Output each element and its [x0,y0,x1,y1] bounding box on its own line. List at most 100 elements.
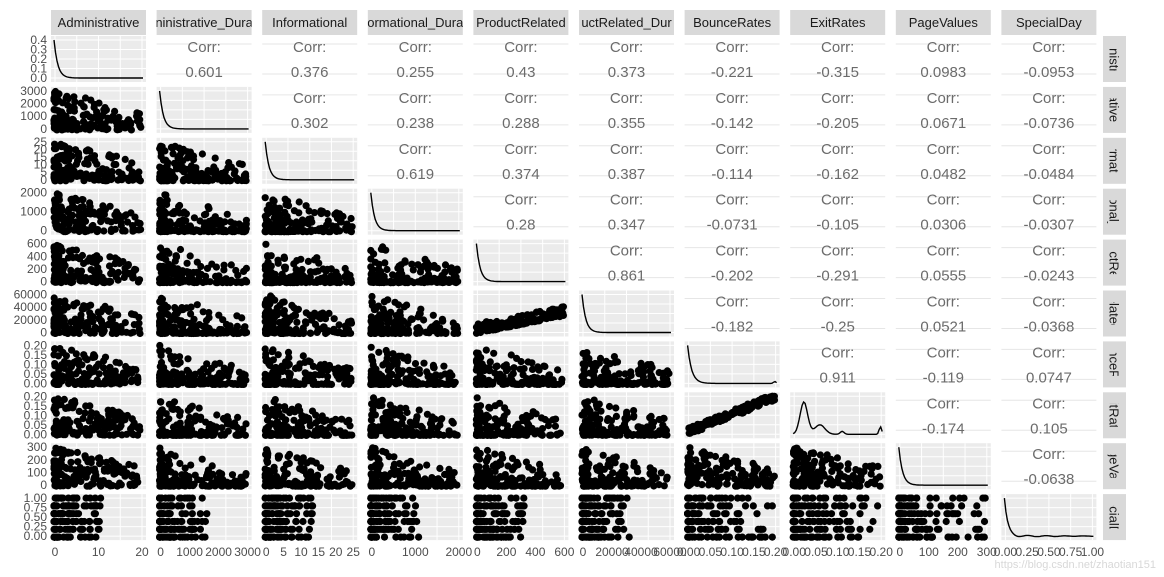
scatter-point [98,125,106,133]
corr-value: 0.387 [608,166,646,183]
scatter-point [214,372,223,380]
scatter-point [200,224,208,232]
scatter-point [476,402,485,410]
corr-heading: Corr: [821,141,854,158]
density-line [158,90,249,130]
scatter-point [420,359,428,367]
scatter-point [54,352,63,360]
scatter-point [104,217,112,225]
scatter-point [510,364,518,372]
scatter-point [476,371,484,379]
scatter-point [293,318,301,326]
scatter-point [185,222,193,230]
corr-heading: Corr: [715,39,748,56]
scatter-point [172,305,180,313]
scatter-point [290,260,298,268]
corr-value: -0.142 [711,115,754,132]
scatter-point [81,354,89,362]
scatter-point [93,160,101,168]
scatter-point [125,164,133,172]
scatter-point [187,310,195,318]
scatter-point [286,370,294,378]
scatter-point [129,431,137,439]
scatter-point [162,191,170,199]
scatter-point [391,298,399,306]
scatter-point [297,255,305,263]
scatter-point [222,380,230,388]
scatter-point [112,217,120,225]
scatter-point [295,198,303,206]
scatter-point [282,201,290,209]
scatter-point [264,258,272,266]
corr-value: -0.119 [923,369,964,386]
row-strip [1103,341,1126,388]
corr-heading: Corr: [399,141,432,158]
scatter-point [295,430,303,438]
scatter-point [205,174,213,182]
scatter-point [302,202,310,210]
scatter-point [69,430,77,438]
scatter-point [50,118,59,126]
scatter-point [587,379,596,387]
column-strip-label: PageValues [909,15,979,30]
scatter-point [368,356,376,364]
scatter-point [135,313,143,321]
scatter-point [514,430,522,438]
scatter-point [208,431,216,439]
scatter-point [401,279,409,287]
scatter-point [344,325,353,334]
corr-value: 0.0747 [1026,369,1072,386]
scatter-point [192,167,200,175]
scatter-point [124,218,132,226]
scatter-point [292,219,300,228]
corr-value: 0.0482 [920,166,966,183]
scatter-point [202,210,210,218]
scatter-point [120,226,128,234]
scatter-point [605,372,613,380]
scatter-point [606,360,614,368]
scatter-point [220,261,228,269]
scatter-point [411,360,420,368]
scatter-point [95,212,104,220]
corr-value: 0.238 [397,115,435,132]
scatter-point [262,277,270,285]
scatter-point [398,270,406,278]
scatter-point [376,267,385,276]
corr-heading: Corr: [504,192,537,209]
scatter-point [589,364,597,372]
scatter-point [156,264,164,272]
scatter-point [73,125,81,133]
scatter-point [71,98,79,106]
scatter-point [710,419,718,427]
scatter-point [238,314,246,322]
scatter-point [647,372,655,380]
scatter-point [125,269,133,277]
scatter-point [88,379,96,388]
scatter-point [368,329,377,337]
scatter-point [89,221,97,230]
scatter-point [108,329,116,337]
scatter-point [58,372,66,380]
scatter-point [202,329,210,338]
scatter-point [490,349,498,357]
scatter-point [407,277,415,285]
scatter-point [215,311,223,319]
scatter-point [241,224,249,232]
row-strip-label: tional_I [1107,191,1122,233]
scatter-point [316,278,324,286]
scatter-point [446,369,454,377]
scatter-point [78,305,86,313]
row-strip [1103,443,1126,490]
scatter-point [187,271,195,279]
scatter-point [212,263,220,271]
column-strip-label: ninistrative_Dura [155,15,253,30]
corr-value: 0.376 [291,64,329,81]
scatter-point [634,367,643,375]
corr-value: 0.0983 [920,64,966,81]
scatter-point [518,378,526,386]
scatter-point [369,316,377,324]
scatter-point [134,173,142,181]
scatter-point [326,423,334,431]
scatter-point [482,424,490,432]
corr-value: -0.114 [711,166,752,183]
